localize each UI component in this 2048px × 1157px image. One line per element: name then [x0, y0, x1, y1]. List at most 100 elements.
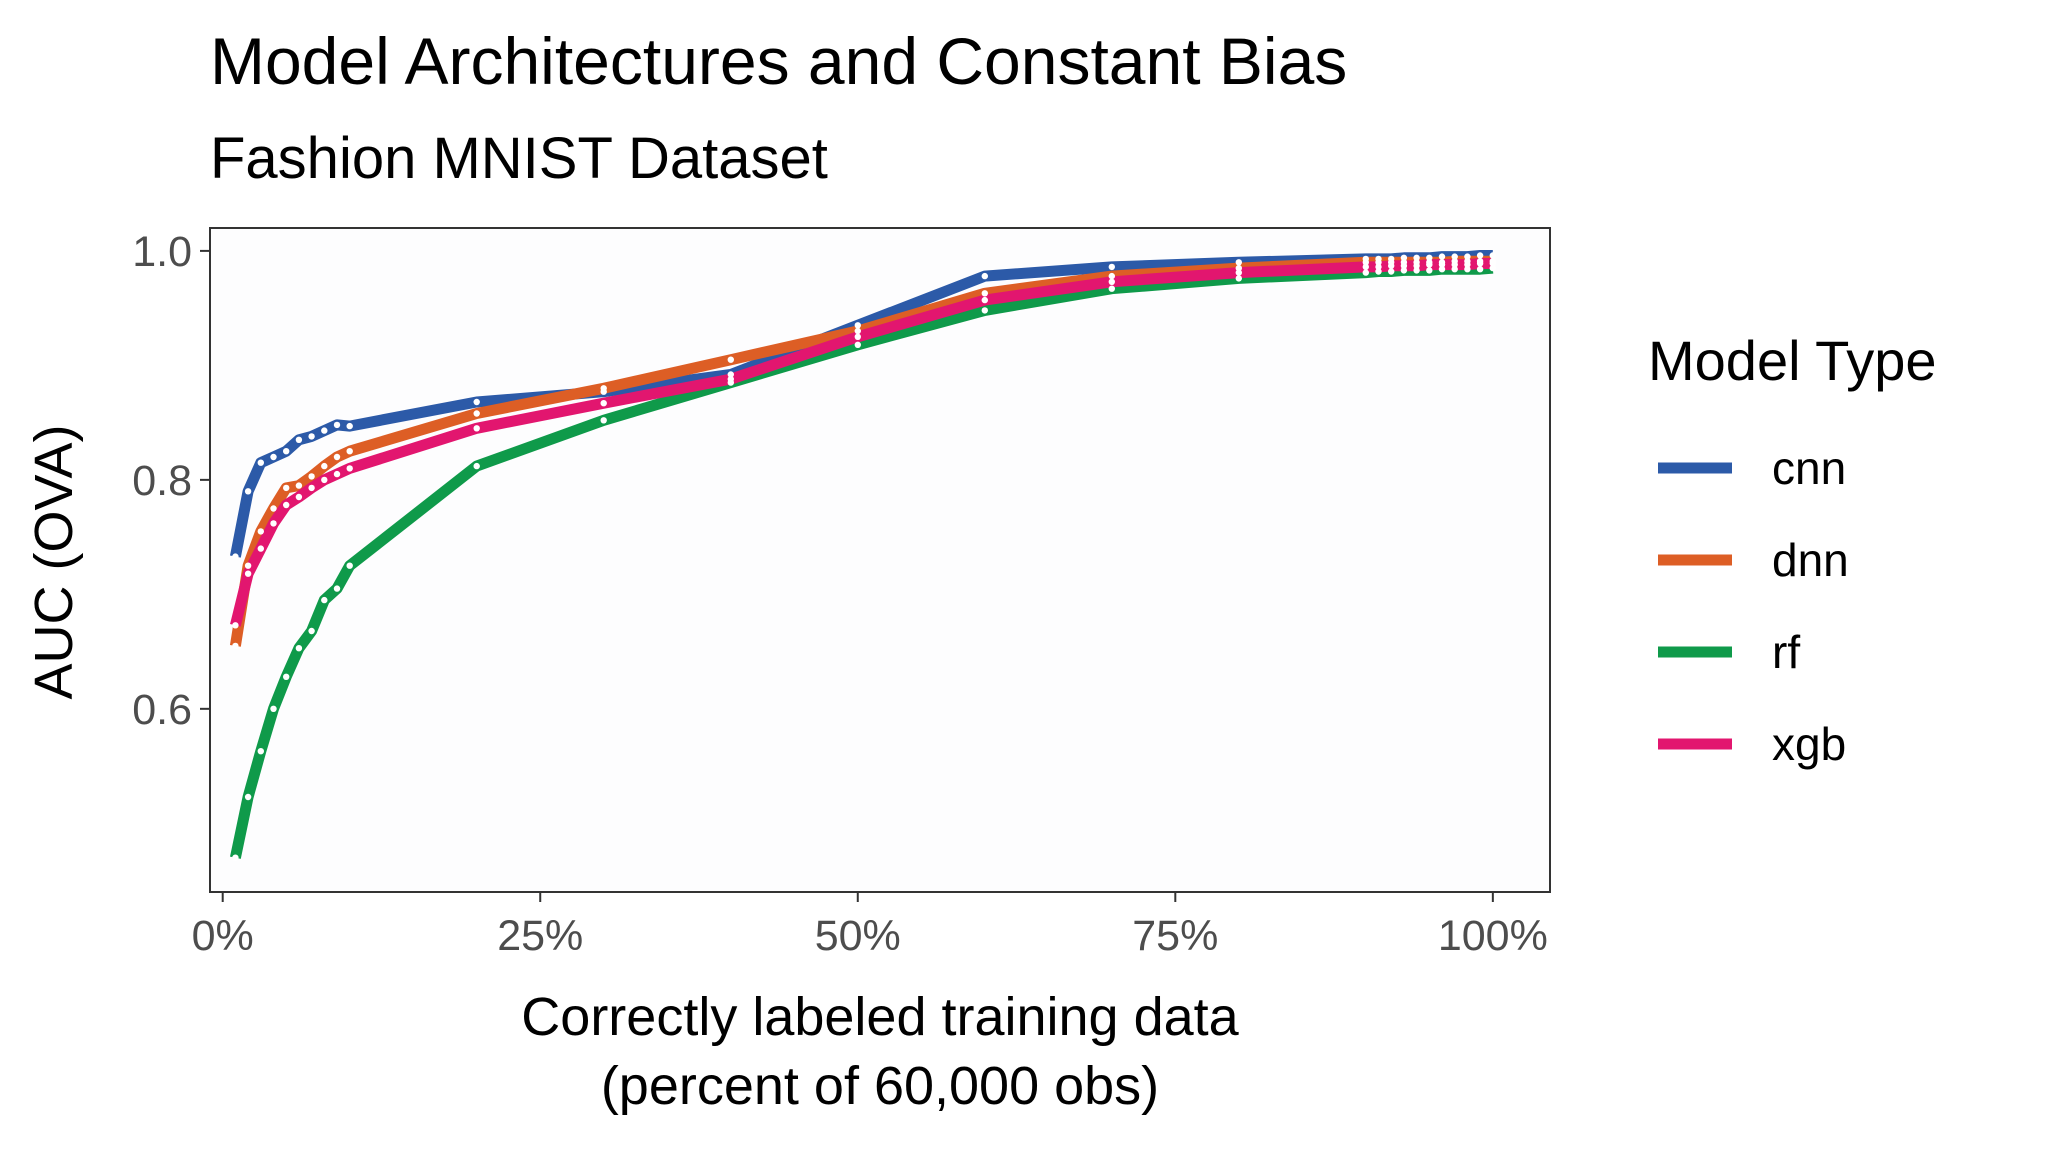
data-point-xgb	[1235, 269, 1243, 276]
data-point-cnn	[1400, 254, 1408, 261]
data-point-rf	[473, 462, 480, 470]
data-point-dnn	[981, 290, 988, 297]
data-point-rf	[981, 307, 988, 314]
data-point-cnn	[1235, 259, 1243, 266]
data-point-rf	[1413, 267, 1420, 274]
y-axis-title: AUC (OVA)	[24, 424, 84, 699]
data-point-rf	[1438, 266, 1446, 273]
data-point-cnn	[321, 427, 328, 434]
data-point-dnn	[854, 327, 861, 335]
data-point-rf	[1451, 266, 1458, 273]
data-point-xgb	[1388, 262, 1395, 269]
data-point-dnn	[1362, 259, 1370, 266]
legend: Model Type cnn dnn rf xgb	[1648, 329, 1936, 770]
data-point-rf	[1426, 267, 1433, 274]
data-point-xgb	[1400, 262, 1408, 269]
data-point-dnn	[600, 385, 607, 392]
data-point-dnn	[1235, 264, 1243, 272]
data-point-dnn	[473, 410, 480, 417]
legend-label-xgb: xgb	[1772, 718, 1846, 770]
data-point-dnn	[257, 528, 264, 535]
data-point-rf	[1108, 285, 1116, 292]
data-point-rf	[600, 417, 607, 424]
data-point-cnn	[854, 322, 861, 329]
data-point-cnn	[308, 433, 315, 440]
data-point-xgb	[1108, 278, 1116, 285]
x-tick-label: 75%	[1132, 912, 1218, 960]
series-line-xgb	[230, 258, 1493, 627]
data-point-cnn	[1489, 252, 1497, 259]
data-point-dnn	[1375, 259, 1382, 266]
axes: 0.6 0.8 1.0 0% 25% 50% 75% 100%	[132, 227, 1551, 960]
data-point-rf	[232, 854, 239, 861]
data-point-cnn	[1476, 252, 1484, 259]
plot-area	[210, 228, 1550, 892]
data-point-rf	[283, 673, 290, 680]
data-point-xgb	[473, 425, 480, 432]
data-point-cnn	[1464, 253, 1471, 260]
data-point-cnn	[981, 272, 988, 280]
data-point-dnn	[321, 462, 328, 470]
data-point-rf	[854, 341, 861, 348]
data-point-xgb	[854, 333, 861, 340]
data-point-rf	[1476, 266, 1484, 273]
data-point-xgb	[270, 520, 277, 527]
data-point-rf	[1388, 268, 1395, 275]
data-point-rf	[257, 748, 264, 755]
data-point-xgb	[321, 476, 328, 484]
plot-panel-border	[209, 227, 1551, 893]
data-point-rf	[295, 645, 303, 652]
data-point-rf	[321, 596, 328, 604]
data-point-rf	[308, 627, 315, 635]
x-tick-label: 50%	[815, 912, 901, 960]
x-axis-title-line-2: (percent of 60,000 obs)	[601, 1056, 1159, 1116]
legend-label-cnn: cnn	[1772, 442, 1846, 494]
data-point-xgb	[1451, 261, 1458, 268]
data-point-xgb	[257, 545, 264, 552]
data-point-dnn	[1108, 272, 1116, 280]
data-point-rf	[244, 793, 252, 801]
x-tick-label: 0%	[192, 912, 254, 960]
x-axis-title-line-1: Correctly labeled training data	[521, 987, 1239, 1047]
chart-subtitle: Fashion MNIST Dataset	[210, 126, 828, 191]
data-point-dnn	[333, 453, 341, 461]
data-point-xgb	[1489, 260, 1497, 267]
data-point-xgb	[1426, 261, 1433, 268]
chart-title: Model Architectures and Constant Bias	[210, 24, 1347, 98]
data-point-cnn	[1438, 253, 1446, 260]
data-point-dnn	[270, 505, 277, 512]
x-tick-label: 25%	[497, 912, 583, 960]
data-point-cnn	[283, 448, 290, 455]
data-point-cnn	[333, 421, 341, 429]
data-point-xgb	[1413, 262, 1420, 269]
data-point-cnn	[232, 553, 239, 560]
data-point-xgb	[333, 470, 341, 478]
data-point-xgb	[283, 501, 290, 509]
data-point-rf	[333, 585, 341, 592]
data-point-xgb	[1464, 261, 1471, 268]
data-point-xgb	[308, 484, 315, 492]
data-point-cnn	[1451, 253, 1458, 260]
data-point-rf	[1375, 268, 1382, 275]
data-point-cnn	[473, 398, 480, 406]
data-point-xgb	[346, 465, 353, 472]
data-point-cnn	[270, 453, 277, 461]
data-point-dnn	[232, 642, 239, 650]
data-point-xgb	[295, 493, 303, 501]
data-point-rf	[346, 562, 353, 569]
data-point-dnn	[346, 448, 353, 455]
data-point-xgb	[244, 570, 252, 577]
data-point-dnn	[308, 473, 315, 480]
legend-title: Model Type	[1648, 329, 1936, 392]
data-point-cnn	[1426, 254, 1433, 261]
data-point-xgb	[1438, 261, 1446, 268]
data-point-cnn	[257, 459, 264, 466]
data-point-xgb	[232, 622, 239, 629]
y-tick-label: 0.8	[132, 457, 192, 505]
legend-label-rf: rf	[1772, 626, 1800, 678]
y-tick-label: 0.6	[132, 686, 192, 734]
data-point-rf	[1489, 264, 1497, 272]
data-point-rf	[1362, 269, 1370, 276]
